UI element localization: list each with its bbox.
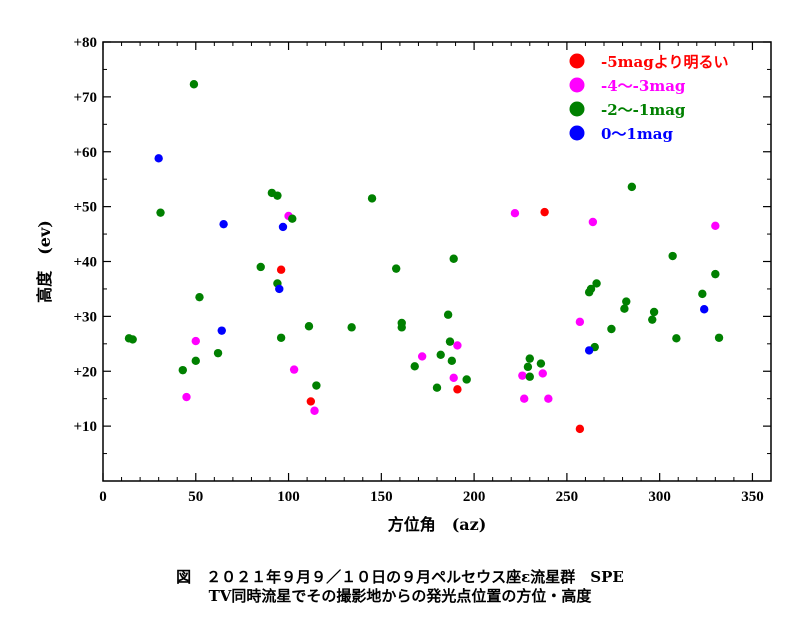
data-point-series-3 bbox=[462, 375, 471, 384]
legend-label-4: 0〜1mag bbox=[601, 125, 673, 143]
data-point-series-3 bbox=[347, 323, 356, 332]
caption-line-1: 図 ２０２１年９月９／１０日の９月ペルセウス座ε流星群 SPE bbox=[176, 568, 624, 586]
data-point-series-1 bbox=[453, 385, 462, 394]
data-point-series-3 bbox=[525, 372, 534, 381]
y-tick-label: +80 bbox=[73, 35, 97, 51]
data-point-series-3 bbox=[443, 310, 453, 319]
data-point-series-1 bbox=[306, 397, 316, 406]
legend-label-1: -5magより明るい bbox=[601, 53, 728, 71]
data-point-series-2 bbox=[289, 365, 299, 374]
data-point-series-3 bbox=[622, 297, 631, 306]
data-point-series-3 bbox=[191, 356, 200, 366]
y-tick-label: +10 bbox=[73, 419, 97, 435]
data-point-series-3 bbox=[213, 348, 223, 358]
data-point-series-4 bbox=[275, 284, 284, 294]
y-tick-label: +50 bbox=[73, 200, 97, 216]
data-point-series-3 bbox=[436, 350, 445, 359]
data-point-series-3 bbox=[397, 323, 406, 332]
legend-marker-1 bbox=[569, 53, 585, 69]
y-tick-label: +20 bbox=[73, 364, 97, 380]
data-point-series-2 bbox=[538, 369, 547, 378]
data-point-series-2 bbox=[417, 352, 427, 361]
x-tick-label: 300 bbox=[648, 489, 671, 505]
data-point-series-3 bbox=[672, 334, 681, 343]
data-point-series-3 bbox=[391, 264, 401, 273]
legend-label-2: -4〜-3mag bbox=[601, 77, 686, 95]
x-tick-label: 100 bbox=[277, 489, 300, 505]
data-point-series-4 bbox=[219, 219, 228, 229]
data-point-series-3 bbox=[189, 80, 199, 89]
data-point-series-2 bbox=[310, 406, 319, 415]
data-point-series-3 bbox=[668, 251, 677, 261]
x-tick-label: 150 bbox=[370, 489, 393, 505]
data-point-series-2 bbox=[544, 394, 553, 403]
data-point-series-2 bbox=[518, 371, 527, 380]
data-point-series-3 bbox=[592, 279, 601, 288]
data-point-series-3 bbox=[714, 333, 724, 342]
x-tick-label: 0 bbox=[99, 489, 107, 505]
y-tick-label: +30 bbox=[73, 309, 97, 325]
data-point-series-4 bbox=[217, 326, 226, 335]
data-point-series-3 bbox=[367, 194, 377, 203]
y-axis-title: 高度 (ev) bbox=[35, 220, 54, 303]
data-point-series-3 bbox=[607, 324, 616, 334]
data-point-series-3 bbox=[410, 362, 419, 371]
data-point-series-3 bbox=[536, 359, 546, 368]
data-point-series-2 bbox=[711, 221, 720, 231]
data-point-series-3 bbox=[256, 262, 265, 272]
legend-marker-4 bbox=[569, 125, 585, 141]
data-point-series-3 bbox=[178, 365, 187, 375]
legend-marker-2 bbox=[569, 77, 585, 93]
data-point-series-3 bbox=[312, 381, 321, 390]
data-point-series-4 bbox=[278, 222, 288, 232]
data-point-series-3 bbox=[288, 214, 297, 223]
data-point-series-1 bbox=[575, 424, 585, 434]
x-tick-label: 350 bbox=[741, 489, 764, 505]
data-point-series-4 bbox=[154, 154, 163, 163]
legend-marker-3 bbox=[569, 101, 585, 117]
data-point-series-2 bbox=[510, 209, 520, 218]
data-point-series-3 bbox=[698, 289, 707, 299]
data-point-series-3 bbox=[525, 354, 534, 363]
data-point-series-4 bbox=[584, 346, 594, 355]
data-point-series-3 bbox=[195, 292, 204, 302]
x-tick-label: 200 bbox=[463, 489, 486, 505]
data-point-series-2 bbox=[520, 394, 529, 403]
data-point-series-2 bbox=[453, 341, 462, 350]
data-point-series-3 bbox=[449, 254, 458, 263]
data-point-series-3 bbox=[304, 322, 314, 331]
data-point-series-3 bbox=[620, 304, 629, 313]
data-point-series-3 bbox=[627, 182, 637, 192]
data-point-series-4 bbox=[700, 305, 709, 314]
data-point-series-3 bbox=[648, 315, 657, 324]
y-tick-label: +70 bbox=[73, 90, 97, 106]
data-point-series-1 bbox=[276, 265, 286, 274]
data-point-series-3 bbox=[523, 362, 533, 372]
data-point-series-3 bbox=[711, 269, 720, 279]
x-tick-label: 250 bbox=[556, 489, 579, 505]
x-tick-label: 50 bbox=[188, 489, 203, 505]
data-point-series-3 bbox=[447, 356, 457, 366]
data-point-series-3 bbox=[586, 284, 596, 294]
y-tick-label: +60 bbox=[73, 145, 97, 161]
y-tick-label: +40 bbox=[73, 255, 97, 271]
data-point-series-2 bbox=[182, 392, 191, 402]
x-axis-title: 方位角 (az) bbox=[388, 515, 487, 534]
caption-line-2: TV同時流星でその撮影地からの発光点位置の方位・高度 bbox=[208, 587, 592, 605]
data-point-series-3 bbox=[276, 333, 286, 342]
data-point-series-3 bbox=[156, 208, 165, 217]
data-point-series-3 bbox=[649, 307, 659, 317]
data-point-series-3 bbox=[445, 337, 455, 346]
data-point-series-2 bbox=[191, 336, 200, 346]
legend-label-3: -2〜-1mag bbox=[601, 101, 686, 119]
data-point-series-2 bbox=[588, 217, 598, 227]
data-point-series-2 bbox=[575, 317, 585, 327]
data-point-series-3 bbox=[273, 191, 282, 200]
data-point-series-3 bbox=[432, 383, 442, 392]
data-point-series-2 bbox=[449, 373, 458, 383]
data-point-series-3 bbox=[128, 335, 137, 344]
data-point-series-1 bbox=[540, 207, 549, 217]
